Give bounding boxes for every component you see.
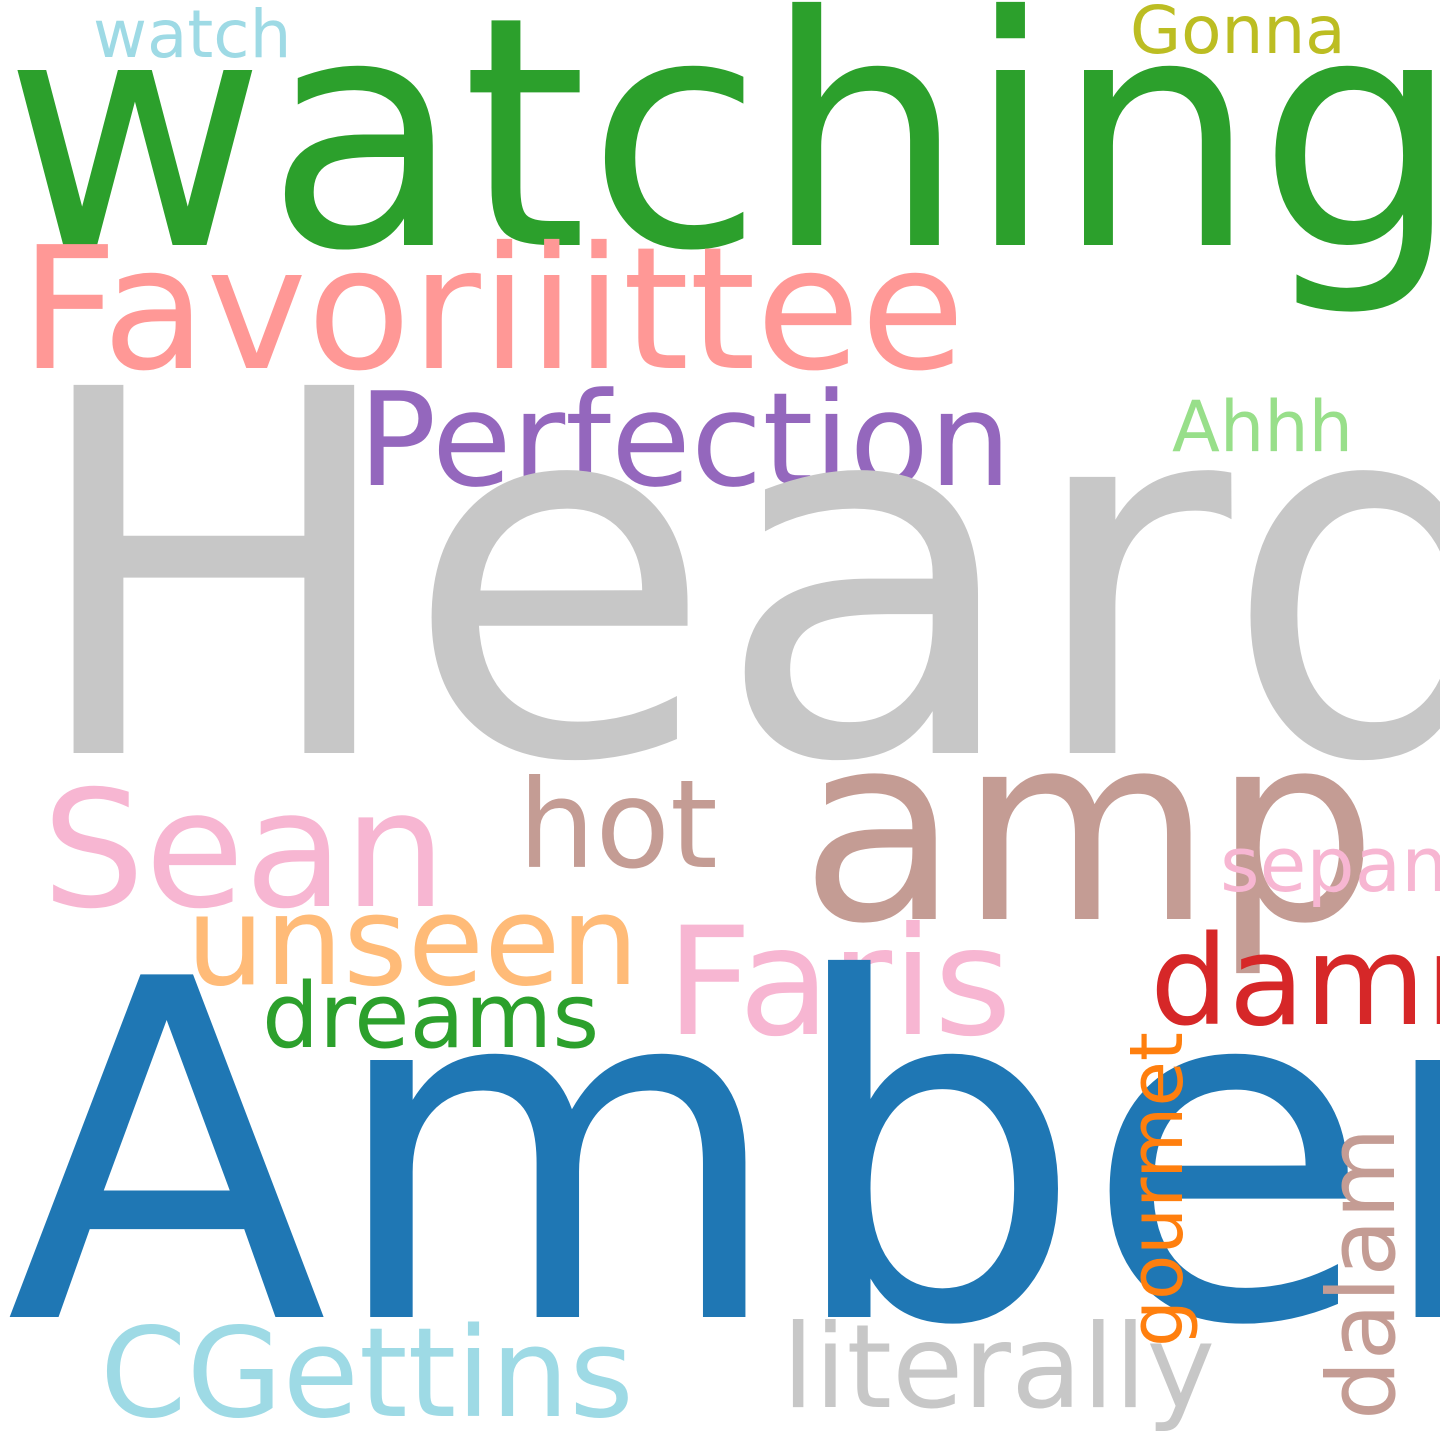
word-gonna: Gonna <box>1130 0 1346 69</box>
word-cgettins: CGettins <box>100 1302 634 1440</box>
word-sean: Sean <box>42 757 447 945</box>
word-amp: amp <box>800 679 1378 981</box>
word-hot: hot <box>518 754 718 896</box>
word-dalam: dalam <box>1308 1127 1417 1420</box>
word-heard: Heard <box>24 285 1440 873</box>
word-ahhh: Ahhh <box>1172 386 1353 468</box>
word-dreams: dreams <box>262 964 600 1069</box>
word-sepam: sepam <box>1220 820 1440 909</box>
word-unseen: unseen <box>186 870 639 1014</box>
word-literally: literally <box>782 1300 1216 1435</box>
word-damn: damn <box>1150 910 1440 1054</box>
word-faris: Faris <box>666 896 1012 1070</box>
word-perfection: Perfection <box>358 364 1012 516</box>
word-amber: Amber <box>6 881 1440 1428</box>
word-watch: watch <box>93 0 292 73</box>
word-favoriiittee: Favoriiittee <box>20 211 966 409</box>
word-watching: watching <box>4 0 1440 321</box>
